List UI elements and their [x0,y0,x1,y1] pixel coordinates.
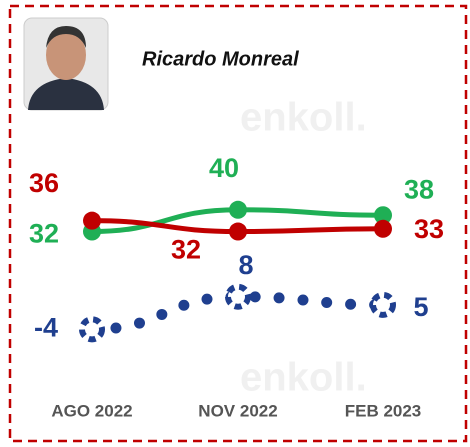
point [374,206,392,225]
x-tick-label: FEB 2023 [345,401,422,420]
point [79,316,105,343]
point [374,219,392,238]
x-tick-label: NOV 2022 [198,401,277,420]
data-label: -4 [34,312,58,342]
data-label: 38 [404,174,434,204]
frame [8,4,468,443]
data-label: 32 [29,219,59,249]
data-label: 5 [413,292,428,322]
data-label: 32 [171,235,201,265]
chart-title: Ricardo Monreal [142,48,299,70]
data-label: 36 [29,168,59,198]
watermark: enkoll. [240,96,367,140]
series-line [86,291,389,335]
point [229,222,247,241]
data-label: 8 [238,250,253,280]
point [225,283,251,310]
watermark: enkoll. [240,356,367,400]
photo [23,17,109,111]
point [83,211,101,230]
point [370,291,396,318]
data-label: 40 [209,153,239,183]
point [229,200,247,219]
x-tick-label: AGO 2022 [51,401,132,420]
data-label: 33 [414,214,444,244]
